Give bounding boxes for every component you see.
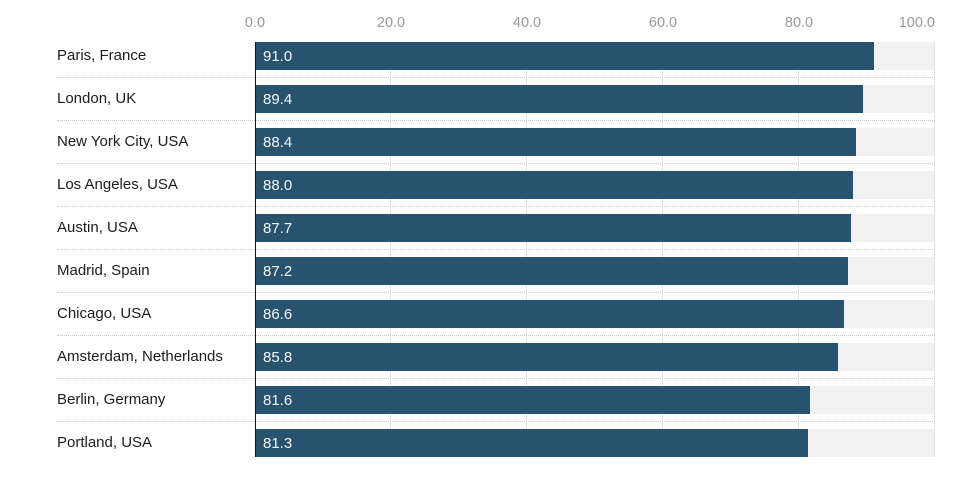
row-separator [57, 378, 935, 379]
bar: 87.7 [255, 214, 852, 242]
category-label: London, UK [57, 90, 137, 107]
x-tick-label: 60.0 [648, 14, 678, 31]
value-label: 88.4 [263, 133, 293, 151]
x-axis: 0.0 20.0 40.0 60.0 80.0 100.0 [245, 0, 935, 42]
bar: 86.6 [255, 300, 844, 328]
row-separator [57, 249, 935, 250]
plot-area: Paris, France 91.0 London, UK 89.4 New York … [0, 42, 935, 457]
x-tick-label: 100.0 [898, 14, 935, 31]
category-label: New York City, USA [57, 133, 189, 150]
x-tick-label: 40.0 [512, 14, 542, 31]
row-separator [57, 77, 935, 78]
category-label: Los Angeles, USA [57, 176, 178, 193]
bar: 81.6 [255, 386, 810, 414]
row-separator [57, 292, 935, 293]
bar-track: 88.4 [255, 128, 935, 156]
bar: 88.0 [255, 171, 854, 199]
bar-row: Madrid, Spain 87.2 [0, 257, 935, 293]
gridline [390, 42, 391, 457]
bar-track: 85.8 [255, 343, 935, 371]
bar-row: Chicago, USA 86.6 [0, 300, 935, 336]
value-label: 89.4 [263, 90, 293, 108]
bar-track: 86.6 [255, 300, 935, 328]
bar-track: 87.2 [255, 257, 935, 285]
zero-baseline [255, 42, 256, 457]
value-label: 85.8 [263, 348, 293, 366]
category-label: Paris, France [57, 47, 147, 64]
row-separator [57, 206, 935, 207]
value-label: 88.0 [263, 176, 293, 194]
category-label: Madrid, Spain [57, 262, 150, 279]
gridlines [255, 42, 935, 457]
bar-row: Portland, USA 81.3 [0, 429, 935, 457]
bar-track: 89.4 [255, 85, 935, 113]
row-separator [57, 335, 935, 336]
gridline [798, 42, 799, 457]
bar-track: 88.0 [255, 171, 935, 199]
gridline [934, 42, 935, 457]
bar-row: New York City, USA 88.4 [0, 128, 935, 164]
row-separator [57, 163, 935, 164]
bar: 87.2 [255, 257, 848, 285]
bar-row: London, UK 89.4 [0, 85, 935, 121]
category-label: Austin, USA [57, 219, 138, 236]
value-label: 81.6 [263, 391, 293, 409]
x-tick-label: 80.0 [784, 14, 814, 31]
bar-row: Berlin, Germany 81.6 [0, 386, 935, 422]
value-label: 87.2 [263, 262, 293, 280]
x-tick-label: 0.0 [244, 14, 266, 31]
row-separator [57, 120, 935, 121]
value-label: 81.3 [263, 434, 293, 452]
bar: 89.4 [255, 85, 863, 113]
bar-track: 91.0 [255, 42, 935, 70]
bar: 81.3 [255, 429, 808, 457]
bar-rows: Paris, France 91.0 London, UK 89.4 New York … [0, 42, 935, 457]
bar-track: 81.3 [255, 429, 935, 457]
value-label: 87.7 [263, 219, 293, 237]
bar: 88.4 [255, 128, 857, 156]
category-label: Amsterdam, Netherlands [57, 348, 223, 365]
value-label: 86.6 [263, 305, 293, 323]
bar-track: 87.7 [255, 214, 935, 242]
bar-row: Paris, France 91.0 [0, 42, 935, 78]
bar-row: Austin, USA 87.7 [0, 214, 935, 250]
row-separator [57, 421, 935, 422]
category-label: Berlin, Germany [57, 391, 166, 408]
bar-row: Amsterdam, Netherlands 85.8 [0, 343, 935, 379]
gridline [526, 42, 527, 457]
bar: 91.0 [255, 42, 874, 70]
gridline [662, 42, 663, 457]
category-label: Portland, USA [57, 434, 153, 451]
bar-row: Los Angeles, USA 88.0 [0, 171, 935, 207]
x-tick-label: 20.0 [376, 14, 406, 31]
category-label: Chicago, USA [57, 305, 152, 322]
bar-track: 81.6 [255, 386, 935, 414]
value-label: 91.0 [263, 47, 293, 65]
bar: 85.8 [255, 343, 839, 371]
